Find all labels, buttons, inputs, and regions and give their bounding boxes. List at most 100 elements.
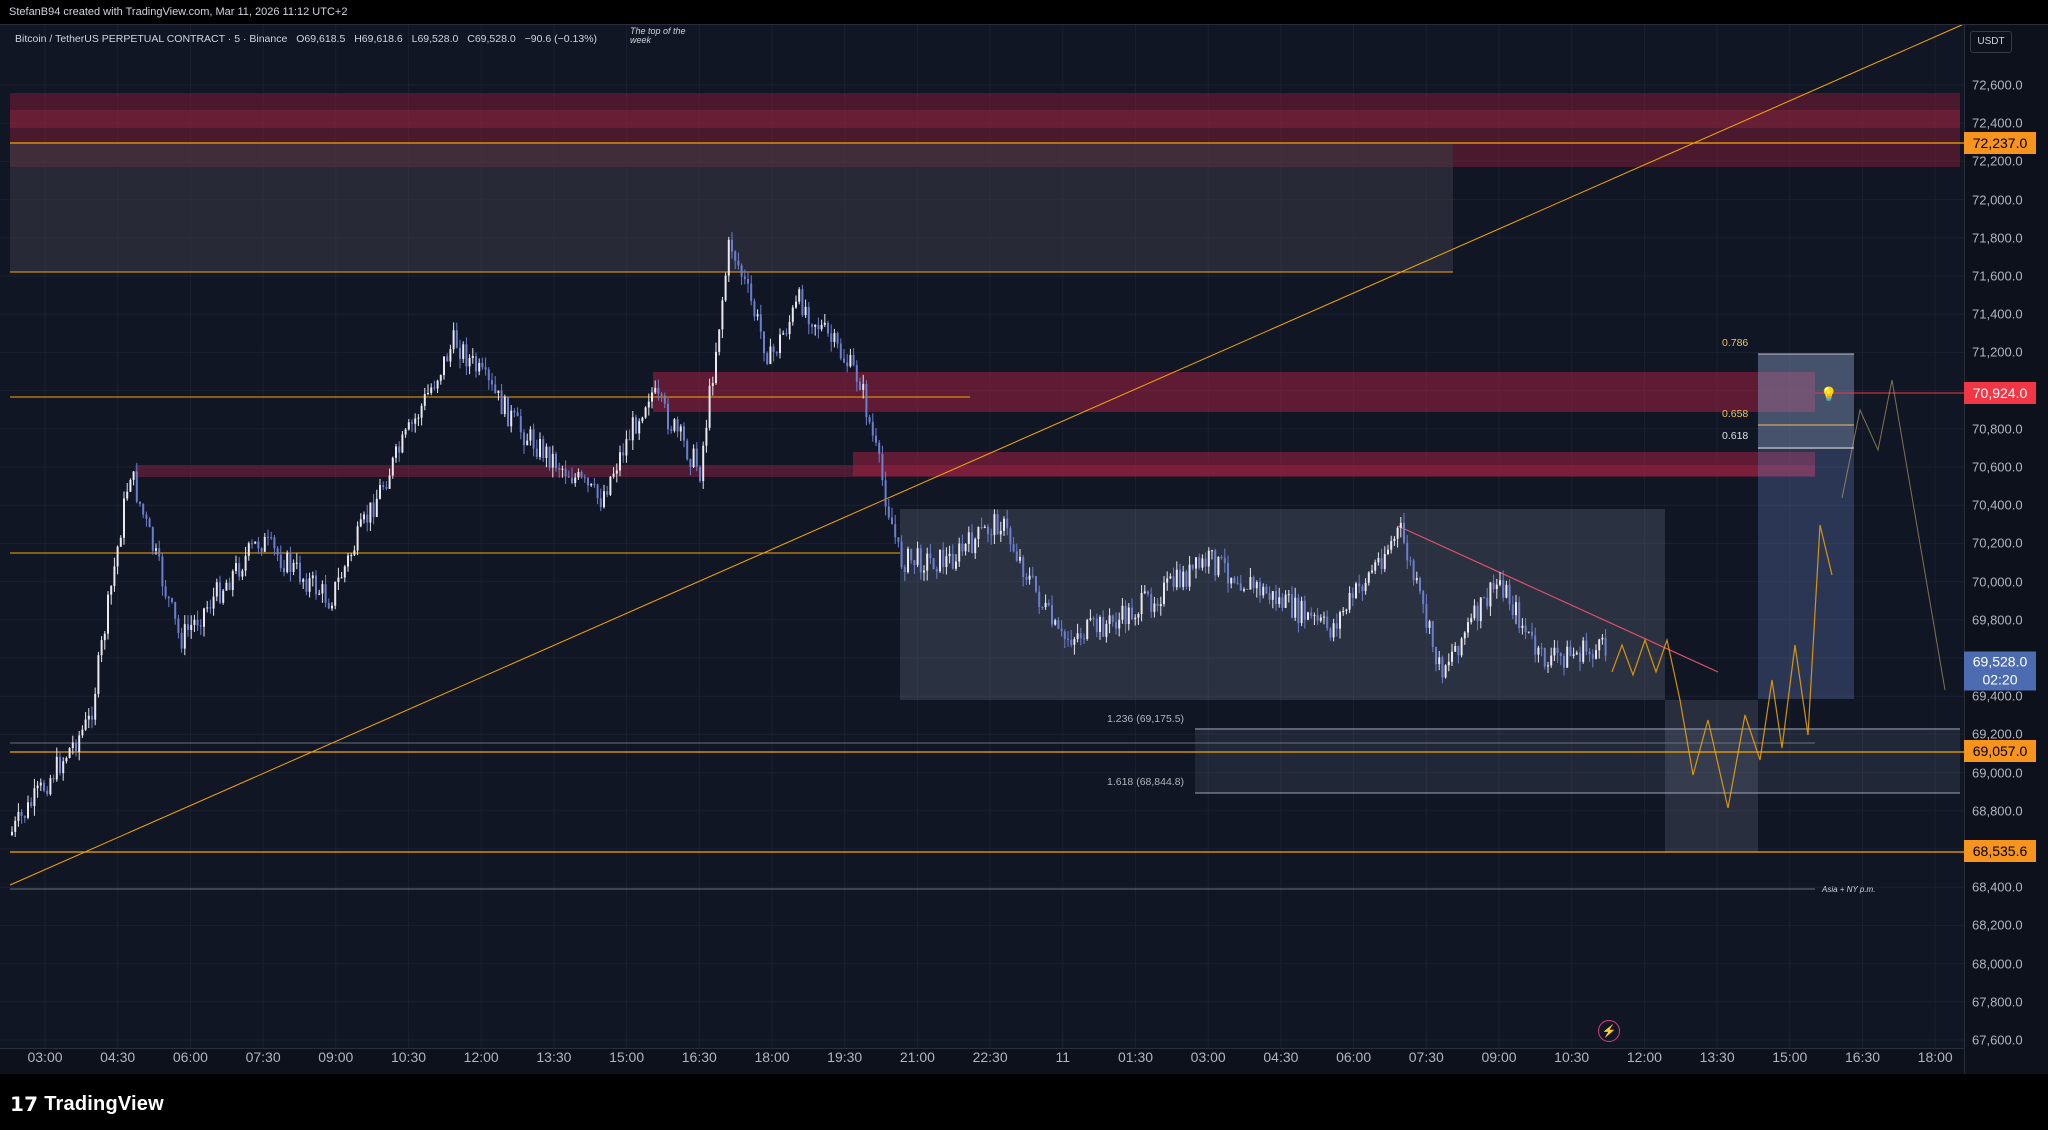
candle-body bbox=[110, 585, 113, 595]
candle-body bbox=[743, 276, 746, 279]
candle-body bbox=[452, 330, 455, 350]
candle-body bbox=[1415, 578, 1418, 581]
candle-body bbox=[302, 579, 305, 582]
candle-body bbox=[599, 498, 602, 508]
candle-body bbox=[1246, 589, 1249, 591]
lightning-icon[interactable]: ⚡ bbox=[1598, 1020, 1620, 1042]
lightbulb-icon[interactable]: 💡 bbox=[1820, 386, 1838, 402]
candle-body bbox=[1451, 651, 1453, 662]
candle-body bbox=[839, 343, 842, 359]
annotation-top-of-week[interactable]: The top of the week bbox=[630, 27, 686, 45]
candle-body bbox=[75, 742, 77, 752]
candle-body bbox=[1169, 576, 1172, 579]
candle-body bbox=[1483, 597, 1485, 599]
candle-body bbox=[231, 571, 234, 590]
candle-body bbox=[305, 579, 308, 592]
candle-body bbox=[779, 334, 781, 354]
target-box bbox=[1758, 354, 1854, 699]
candle-body bbox=[871, 422, 874, 436]
price-tick-label: 70,000.0 bbox=[1972, 574, 2023, 590]
candle-body bbox=[241, 570, 244, 577]
time-tick-label: 16:30 bbox=[681, 1049, 717, 1065]
candle-body bbox=[833, 333, 836, 342]
price-axis[interactable] bbox=[1964, 24, 2048, 1074]
candle-body bbox=[209, 607, 212, 609]
time-tick-label: 13:30 bbox=[1699, 1049, 1735, 1065]
candle-body bbox=[737, 260, 740, 266]
candle-body bbox=[1575, 652, 1578, 655]
candle-body bbox=[747, 278, 749, 284]
candle-body bbox=[1403, 522, 1405, 543]
tradingview-brand[interactable]: 𝟭𝟳 TradingView bbox=[10, 1092, 164, 1117]
time-tick-label: 21:00 bbox=[899, 1049, 935, 1065]
candle-body bbox=[1025, 577, 1028, 580]
candle-body bbox=[990, 534, 993, 536]
candle-body bbox=[91, 715, 93, 720]
symbol-name[interactable]: Bitcoin / TetherUS PERPETUAL CONTRACT · … bbox=[15, 33, 288, 45]
candle-body bbox=[1457, 645, 1460, 656]
candle-body bbox=[919, 548, 922, 573]
candle-body bbox=[423, 394, 426, 406]
candle-body bbox=[1540, 647, 1543, 649]
price-tick-label: 69,800.0 bbox=[1972, 612, 2023, 628]
candle-body bbox=[996, 514, 999, 535]
candle-body bbox=[1524, 625, 1527, 632]
candle-body bbox=[692, 448, 695, 467]
candle-body bbox=[875, 435, 877, 443]
candle-body bbox=[727, 239, 730, 276]
fib-retracement-box bbox=[1758, 354, 1854, 449]
candle-body bbox=[967, 532, 970, 544]
candle-body bbox=[619, 452, 621, 471]
candle-body bbox=[1499, 580, 1501, 585]
annotation-session[interactable]: Asia + NY p.m. bbox=[1822, 885, 1876, 894]
candle-body bbox=[951, 553, 954, 569]
candle-body bbox=[94, 693, 97, 720]
candle-body bbox=[500, 390, 503, 415]
candle-body bbox=[55, 756, 58, 780]
candle-body bbox=[1278, 597, 1281, 605]
candle-body bbox=[391, 457, 394, 476]
candle-body bbox=[964, 543, 967, 552]
resistance-zone-mid bbox=[653, 372, 1815, 412]
candle-body bbox=[1198, 557, 1201, 568]
candle-body bbox=[887, 506, 890, 518]
candle-body bbox=[1124, 605, 1127, 625]
candle-body bbox=[884, 480, 887, 507]
time-tick-label: 04:30 bbox=[100, 1049, 136, 1065]
ohlc-high: H69,618.6 bbox=[354, 33, 403, 45]
price-tick-label: 67,800.0 bbox=[1972, 994, 2023, 1010]
symbol-legend[interactable]: Bitcoin / TetherUS PERPETUAL CONTRACT · … bbox=[15, 33, 603, 45]
time-axis[interactable] bbox=[0, 1048, 1964, 1075]
candle-body bbox=[1079, 633, 1082, 639]
candle-body bbox=[1070, 639, 1073, 645]
candle-body bbox=[1294, 597, 1297, 618]
candle-body bbox=[1435, 647, 1437, 665]
candle-body bbox=[625, 439, 628, 456]
candle-body bbox=[654, 387, 657, 393]
candle-body bbox=[1428, 621, 1431, 628]
candle-body bbox=[321, 584, 324, 594]
candle-body bbox=[932, 558, 935, 570]
candle-body bbox=[164, 586, 167, 597]
candle-body bbox=[148, 518, 151, 528]
candle-body bbox=[97, 655, 100, 694]
candle-body bbox=[593, 483, 596, 485]
candle-body bbox=[734, 251, 737, 261]
candle-body bbox=[247, 543, 250, 556]
currency-selector[interactable]: USDT bbox=[1970, 31, 2012, 53]
candle-body bbox=[190, 624, 193, 630]
candle-body bbox=[606, 491, 609, 495]
candle-body bbox=[366, 514, 369, 523]
candle-body bbox=[955, 561, 957, 569]
candle-body bbox=[263, 536, 266, 552]
price-badge-69057: 69,057.0 bbox=[1964, 740, 2036, 762]
candle-body bbox=[1031, 575, 1034, 577]
candle-body bbox=[286, 552, 289, 573]
candle-body bbox=[551, 453, 554, 468]
candle-body bbox=[1534, 635, 1537, 655]
candle-body bbox=[1444, 665, 1447, 678]
candle-body bbox=[315, 575, 317, 595]
candle-body bbox=[1393, 538, 1396, 542]
candle-body bbox=[1185, 571, 1188, 587]
